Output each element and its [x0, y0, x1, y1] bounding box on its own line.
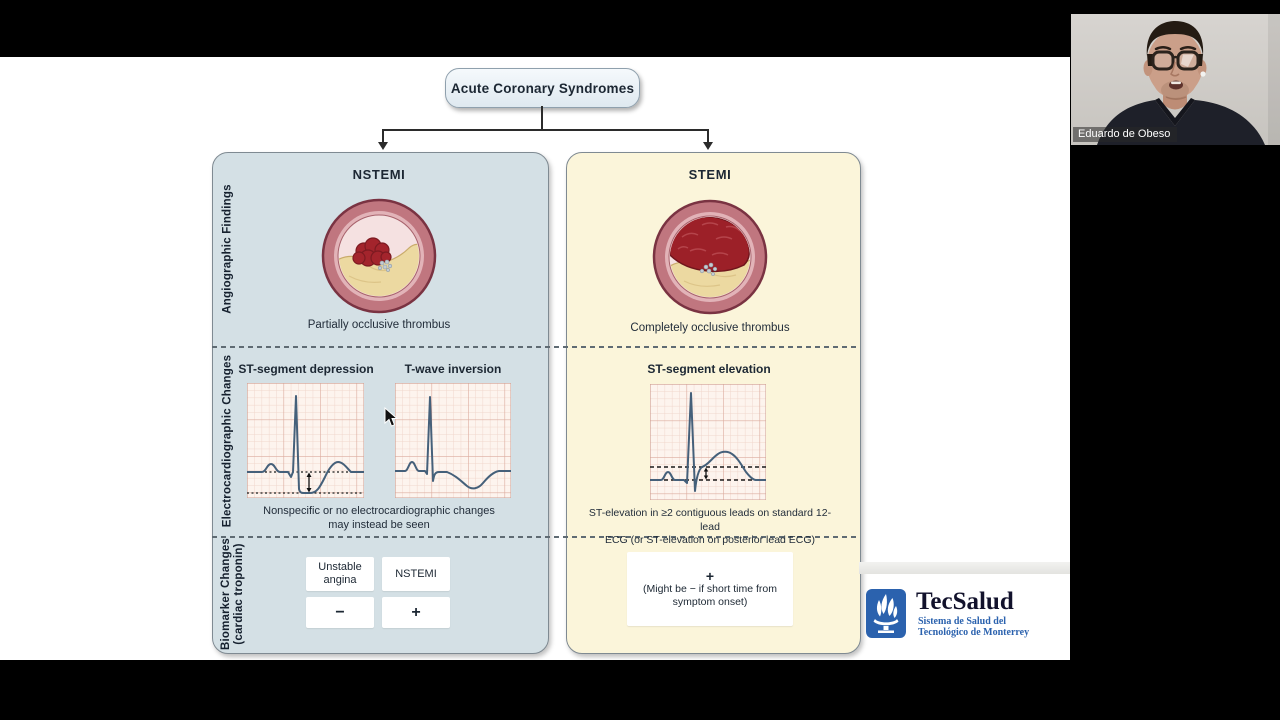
tecsalud-logo-subtitle-line2: Tecnológico de Monterrey	[918, 626, 1030, 638]
ecg-title-st-depression: ST-segment depression	[238, 362, 374, 376]
stemi-positive-sign: +	[705, 567, 715, 584]
participant-video	[1071, 14, 1280, 145]
section-divider-angio-ecg	[212, 346, 859, 348]
stemi-ecg-note: ST-elevation in ≥2 contiguous leads on s…	[585, 507, 835, 548]
nstemi-ecg-note-line2: may instead be seen	[328, 518, 430, 531]
stemi-angio-caption: Completely occlusive thrombus	[630, 322, 790, 334]
stemi-ecg-note-line2: ECG (or ST-elevation on posterior lead E…	[604, 534, 816, 546]
stemi-header: STEMI	[688, 167, 732, 182]
ecg-title-t-wave-inversion: T-wave inversion	[404, 362, 502, 376]
stemi-biomarker-note-line1: (Might be − if short time from	[643, 582, 777, 595]
ecg-chart-t-wave-inversion	[395, 383, 511, 498]
section-divider-ecg-biomarker	[212, 536, 859, 538]
ecg-chart-st-depression	[247, 383, 364, 498]
connector-left-drop	[382, 129, 384, 142]
platelet-speckles	[377, 259, 393, 272]
ecg-trace	[247, 395, 364, 494]
tecsalud-flame-icon	[866, 589, 906, 638]
nstemi-vessel-illustration	[321, 198, 437, 314]
arrow-cursor-icon	[384, 407, 399, 427]
stemi-biomarker-note-line2: symptom onset)	[672, 595, 748, 608]
ecg-trace	[650, 392, 766, 492]
row-label-biomarker: Biomarker Changes (cardiac troponin)	[220, 538, 246, 650]
row-label-biomarker-line2: (cardiac troponin)	[233, 543, 245, 645]
stemi-ecg-note-line1: ST-elevation in ≥2 contiguous leads on s…	[588, 507, 832, 533]
positive-sign: +	[411, 604, 421, 621]
row-label-angiographic: Angiographic Findings	[221, 184, 234, 314]
flowchart-title-box: Acute Coronary Syndromes	[445, 68, 640, 108]
connector-right-drop	[707, 129, 709, 142]
webcam-tile[interactable]: Eduardo de Obeso	[1071, 14, 1280, 145]
biomarker-box-unstable-angina-label: Unstable angina	[318, 561, 362, 586]
stemi-lumen-contents	[670, 217, 750, 297]
depression-arrow	[306, 472, 312, 493]
row-label-electrocardiographic: Electrocardiographic Changes	[221, 354, 234, 528]
arrowhead-left-icon	[378, 142, 388, 150]
ecg-title-st-elevation: ST-segment elevation	[647, 362, 771, 376]
arrowhead-right-icon	[703, 142, 713, 150]
ecg-trace	[395, 396, 511, 490]
stemi-vessel-illustration	[652, 199, 768, 315]
biomarker-negative-box: −	[306, 597, 374, 628]
nstemi-header: NSTEMI	[352, 167, 406, 182]
connector-crossbar	[382, 129, 709, 131]
biomarker-positive-box: +	[382, 597, 450, 628]
ecg-chart-st-elevation	[650, 384, 766, 500]
connector-stem	[541, 106, 543, 130]
platelet-speckles	[699, 262, 718, 276]
row-label-biomarker-line1: Biomarker Changes	[220, 537, 232, 651]
tecsalud-logo-subtitle: Sistema de Salud del Tecnológico de Mont…	[918, 616, 1030, 638]
nstemi-angio-caption: Partially occlusive thrombus	[307, 319, 451, 331]
nstemi-ecg-note: Nonspecific or no electrocardiographic c…	[248, 505, 510, 532]
biomarker-box-nstemi-label: NSTEMI	[395, 567, 437, 580]
elevation-arrow	[703, 467, 709, 480]
nstemi-ecg-note-line1: Nonspecific or no electrocardiographic c…	[263, 505, 495, 517]
participant-name-tag: Eduardo de Obeso	[1073, 127, 1178, 142]
slide-shadow-band	[859, 562, 1070, 574]
tecsalud-logo-subtitle-line1: Sistema de Salud del	[918, 616, 1007, 627]
flowchart-title: Acute Coronary Syndromes	[450, 80, 635, 96]
biomarker-box-unstable-angina: Unstable angina	[306, 557, 374, 591]
biomarker-box-nstemi: NSTEMI	[382, 557, 450, 591]
stemi-biomarker-note: (Might be − if short time from symptom o…	[643, 583, 777, 609]
stemi-biomarker-box: + (Might be − if short time from symptom…	[627, 552, 793, 626]
nstemi-lumen-contents	[339, 237, 419, 296]
negative-sign: −	[335, 604, 345, 621]
tecsalud-logo-title: TecSalud	[916, 588, 1014, 615]
